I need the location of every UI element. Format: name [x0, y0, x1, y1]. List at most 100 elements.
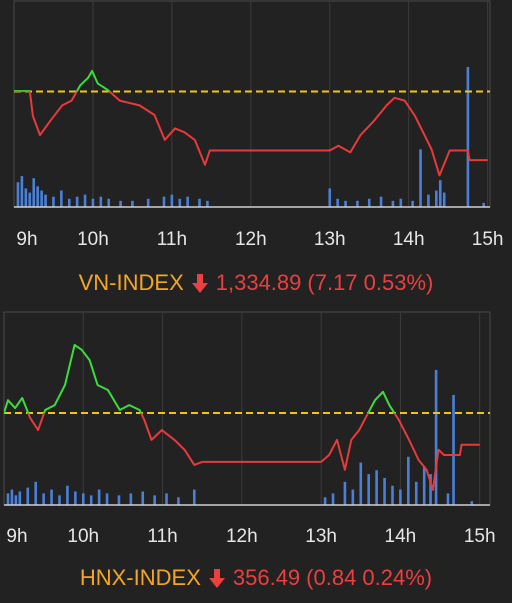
volume-bar	[391, 200, 395, 207]
volume-bar	[391, 485, 394, 505]
volume-bar	[442, 192, 446, 207]
volume-bar	[192, 489, 196, 505]
volume-bar	[470, 501, 474, 505]
x-tick-label: 11h	[147, 526, 177, 547]
volume-bar	[162, 196, 166, 207]
index-line	[14, 91, 488, 177]
x-tick-label: 13h	[305, 526, 337, 547]
volume-bar	[452, 394, 455, 505]
volume-bar	[427, 194, 430, 207]
x-tick-label: 15h	[472, 229, 504, 250]
volume-bar	[18, 491, 22, 505]
volume-bar	[6, 493, 10, 505]
volume-bar	[429, 474, 432, 505]
title-row: HNX-INDEX 356.49 (0.84 0.24%)	[0, 565, 512, 591]
volume-bar	[97, 489, 101, 505]
x-tick-label: 12h	[235, 229, 267, 250]
index-line	[4, 343, 396, 414]
volume-bar	[75, 196, 79, 207]
volume-bar	[81, 493, 85, 505]
index-last: 356.49	[232, 565, 301, 590]
volume-bar	[117, 495, 121, 505]
volume-bar	[119, 200, 122, 207]
x-tick-label: 11h	[157, 229, 187, 250]
plot-frame	[13, 0, 491, 208]
volume-bar	[14, 495, 18, 505]
volume-bar	[20, 176, 24, 207]
volume-bar	[67, 198, 71, 207]
volume-bar	[344, 200, 347, 207]
volume-bar	[165, 493, 168, 505]
volume-bar	[399, 198, 403, 207]
x-tick-label: 13h	[314, 229, 346, 250]
volume-bar	[36, 186, 39, 207]
volume-bar	[419, 149, 422, 207]
volume-bar	[434, 369, 438, 505]
volume-bar	[52, 196, 55, 207]
volume-bar	[411, 200, 414, 207]
volume-bar	[198, 198, 201, 207]
volume-bar	[32, 178, 36, 207]
volume-bar	[60, 190, 63, 207]
volume-bar	[26, 487, 30, 505]
volume-bar	[44, 194, 47, 207]
volume-bar	[356, 200, 359, 207]
volume-bar	[367, 474, 370, 505]
volume-bar	[91, 198, 95, 207]
index-name: HNX-INDEX	[79, 565, 201, 590]
index-change: (7.17 0.53%)	[307, 270, 434, 295]
volume-bar	[379, 196, 383, 207]
volume-bar	[99, 196, 103, 207]
volume-bar	[40, 190, 43, 207]
volume-bar	[58, 495, 61, 505]
volume-bar	[383, 477, 386, 505]
volume-bar	[336, 198, 339, 207]
volume-bar	[359, 462, 363, 505]
volume-bar	[42, 493, 45, 505]
volume-bar	[50, 489, 53, 505]
volume-bar	[438, 180, 442, 207]
volume-bar	[141, 491, 145, 505]
volume-bar	[446, 493, 450, 505]
volume-bar	[34, 481, 38, 505]
volume-bar	[177, 497, 180, 505]
volume-bar	[323, 497, 327, 505]
volume-bar	[16, 182, 20, 207]
index-last: 1,334.89	[215, 270, 302, 295]
volume-bar	[466, 66, 470, 207]
volume-bar	[178, 198, 182, 207]
x-tick-label: 15h	[464, 526, 496, 547]
volume-bar	[28, 192, 32, 207]
volume-bar	[422, 466, 426, 505]
volume-bar	[399, 489, 402, 505]
volume-bar	[407, 456, 410, 505]
volume-bar	[89, 495, 93, 505]
volume-bar	[186, 196, 189, 207]
volume-bar	[343, 481, 347, 505]
volume-bar	[328, 188, 332, 207]
volume-bar	[129, 493, 133, 505]
down-arrow	[208, 569, 225, 588]
volume-bar	[414, 481, 418, 505]
index-name: VN-INDEX	[78, 270, 184, 295]
volume-bar	[105, 493, 109, 505]
x-tick-label: 10h	[67, 526, 99, 547]
x-tick-label: 9h	[6, 526, 27, 547]
x-tick-label: 14h	[385, 526, 417, 547]
volume-bar	[367, 198, 371, 207]
plot-frame	[3, 311, 491, 506]
x-tick-label: 12h	[226, 526, 258, 547]
volume-bar	[10, 489, 14, 505]
down-arrow	[191, 274, 208, 293]
volume-bar	[331, 493, 335, 505]
volume-bar	[24, 188, 28, 207]
volume-bar	[153, 495, 156, 505]
volume-bar	[66, 485, 69, 505]
title-row: VN-INDEX 1,334.89 (7.17 0.53%)	[0, 270, 512, 296]
volume-bar	[107, 198, 111, 207]
volume-bar	[206, 200, 209, 207]
volume-bar	[83, 194, 87, 207]
volume-bar	[131, 200, 134, 207]
